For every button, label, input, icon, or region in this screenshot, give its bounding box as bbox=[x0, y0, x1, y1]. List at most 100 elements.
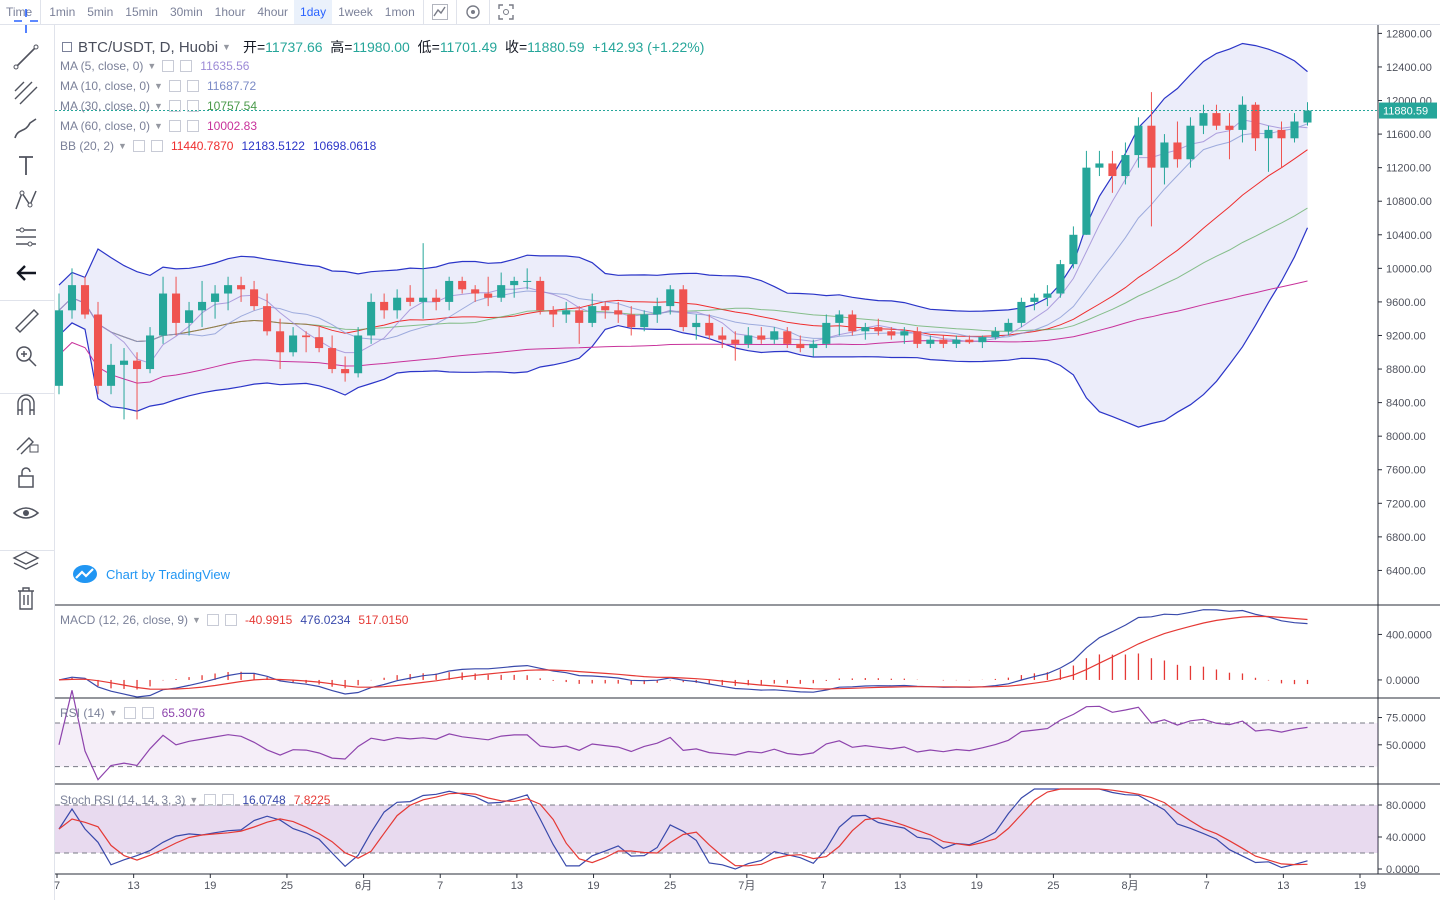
lock-drawing-icon[interactable] bbox=[10, 427, 42, 455]
bb-legend[interactable]: BB (20, 2) ▼ 11440.7870 12183.5122 10698.… bbox=[60, 139, 377, 153]
timeframe-1mon[interactable]: 1mon bbox=[384, 5, 415, 19]
candle bbox=[666, 285, 675, 315]
text-icon[interactable] bbox=[10, 151, 42, 179]
timeframe-15min[interactable]: 15min bbox=[125, 5, 158, 19]
time-tick-label: 19 bbox=[971, 880, 983, 892]
chevron-down-icon[interactable]: ▼ bbox=[222, 42, 231, 52]
candle-body bbox=[54, 310, 64, 386]
candle bbox=[887, 327, 896, 340]
candle bbox=[1030, 293, 1039, 311]
back-arrow-icon[interactable] bbox=[10, 259, 42, 287]
ruler-icon[interactable] bbox=[10, 306, 42, 334]
candle bbox=[276, 318, 285, 370]
candle-body bbox=[653, 306, 662, 315]
candle-body bbox=[692, 322, 701, 328]
settings-icon[interactable] bbox=[123, 707, 136, 719]
fullscreen-icon[interactable] bbox=[492, 0, 520, 24]
settings-icon[interactable] bbox=[168, 120, 181, 132]
settings-icon[interactable] bbox=[206, 614, 219, 626]
close-icon[interactable] bbox=[150, 140, 163, 152]
rsi-legend[interactable]: RSI (14) ▼ 65.3076 bbox=[60, 706, 205, 720]
prediction-icon[interactable] bbox=[10, 223, 42, 251]
candle bbox=[1017, 297, 1026, 328]
chart-type-icon[interactable] bbox=[426, 0, 454, 24]
candle-body bbox=[1017, 301, 1026, 323]
trash-icon[interactable] bbox=[10, 584, 42, 612]
timeframe-4hour[interactable]: 4hour bbox=[257, 5, 289, 19]
timeframe-30min[interactable]: 30min bbox=[169, 5, 203, 19]
close-icon[interactable] bbox=[141, 707, 154, 719]
candle bbox=[250, 280, 259, 311]
time-tick-label: 7 bbox=[54, 880, 60, 892]
timeframe-1week[interactable]: 1week bbox=[338, 5, 373, 19]
settings-icon[interactable] bbox=[168, 80, 181, 92]
candle-body bbox=[119, 360, 129, 365]
close-icon[interactable] bbox=[224, 614, 237, 626]
settings-icon[interactable] bbox=[162, 60, 175, 72]
candle-body bbox=[354, 335, 363, 374]
zoom-in-icon[interactable] bbox=[10, 342, 42, 370]
fib-retracement-icon[interactable] bbox=[10, 79, 42, 107]
lock-icon[interactable] bbox=[10, 463, 42, 491]
time-tick-label: 13 bbox=[1277, 880, 1289, 892]
timeframe-5min[interactable]: 5min bbox=[87, 5, 114, 19]
candle-body bbox=[575, 310, 584, 323]
collapse-icon[interactable] bbox=[62, 42, 72, 52]
layers-icon[interactable] bbox=[10, 548, 42, 576]
magnet-icon[interactable] bbox=[10, 391, 42, 419]
timeframe-toolbar: Time 1min 5min 15min 30min 1hour 4hour 1day 1wee… bbox=[0, 0, 1440, 25]
settings-icon[interactable] bbox=[168, 100, 181, 112]
candle-body bbox=[1043, 293, 1052, 298]
last-price-label: 11880.59 bbox=[1383, 106, 1428, 118]
ma60-legend[interactable]: MA (60, close, 0) ▼ 10002.83 bbox=[60, 119, 258, 133]
toolbar-separator bbox=[455, 0, 457, 24]
bb-basis-value: 11440.7870 bbox=[170, 139, 234, 153]
price-tick-label: 8800.00 bbox=[1386, 364, 1426, 376]
candle bbox=[1108, 150, 1117, 193]
timeframe-1hour[interactable]: 1hour bbox=[214, 5, 246, 19]
close-icon[interactable] bbox=[186, 120, 199, 132]
candle-body bbox=[172, 293, 181, 323]
pattern-icon[interactable] bbox=[10, 187, 42, 215]
candle-body bbox=[744, 335, 753, 344]
trend-line-icon[interactable] bbox=[10, 43, 42, 71]
candle bbox=[523, 268, 532, 290]
last-price-badge bbox=[1379, 102, 1437, 119]
macd-legend[interactable]: MACD (12, 26, close, 9) ▼ -40.9915 476.02… bbox=[60, 613, 409, 627]
ma5-legend[interactable]: MA (5, close, 0) ▼ 11635.56 bbox=[60, 59, 250, 73]
timeframe-1min[interactable]: 1min bbox=[49, 5, 76, 19]
price-tick-label: 9200.00 bbox=[1386, 330, 1426, 342]
candle bbox=[562, 301, 571, 323]
close-icon[interactable] bbox=[186, 100, 199, 112]
settings-icon[interactable] bbox=[204, 794, 217, 806]
candle-body bbox=[211, 293, 220, 302]
crosshair-icon[interactable] bbox=[10, 7, 42, 35]
ma10-legend[interactable]: MA (10, close, 0) ▼ 11687.72 bbox=[60, 79, 257, 93]
candle-body bbox=[1225, 125, 1234, 130]
tradingview-brand[interactable]: Chart by TradingView bbox=[72, 564, 230, 584]
ma30-legend[interactable]: MA (30, close, 0) ▼ 10757.54 bbox=[60, 99, 258, 113]
close-icon[interactable] bbox=[222, 794, 235, 806]
candle-body bbox=[848, 314, 857, 332]
candle-body bbox=[1056, 264, 1065, 294]
stoch-legend[interactable]: Stoch RSI (14, 14, 3, 3) ▼ 16.0748 7.8225 bbox=[60, 793, 331, 807]
close-icon[interactable] bbox=[186, 80, 199, 92]
close-value: 11880.59 bbox=[527, 39, 585, 55]
toolbar-divider bbox=[0, 550, 54, 551]
eye-icon[interactable] bbox=[10, 499, 42, 527]
indicator-settings-icon[interactable] bbox=[459, 0, 487, 24]
close-icon[interactable] bbox=[180, 60, 193, 72]
brush-icon[interactable] bbox=[10, 115, 42, 143]
candle bbox=[861, 322, 870, 340]
settings-icon[interactable] bbox=[132, 140, 145, 152]
candle-body bbox=[1069, 234, 1078, 265]
candle-body bbox=[80, 285, 90, 315]
candle bbox=[978, 335, 987, 349]
price-tick-label: 10400.00 bbox=[1386, 230, 1432, 242]
candle-body bbox=[198, 301, 207, 311]
candle bbox=[341, 356, 350, 382]
timeframe-1day[interactable]: 1day bbox=[294, 0, 333, 24]
candle-body bbox=[926, 339, 935, 344]
candle-body bbox=[536, 280, 545, 311]
